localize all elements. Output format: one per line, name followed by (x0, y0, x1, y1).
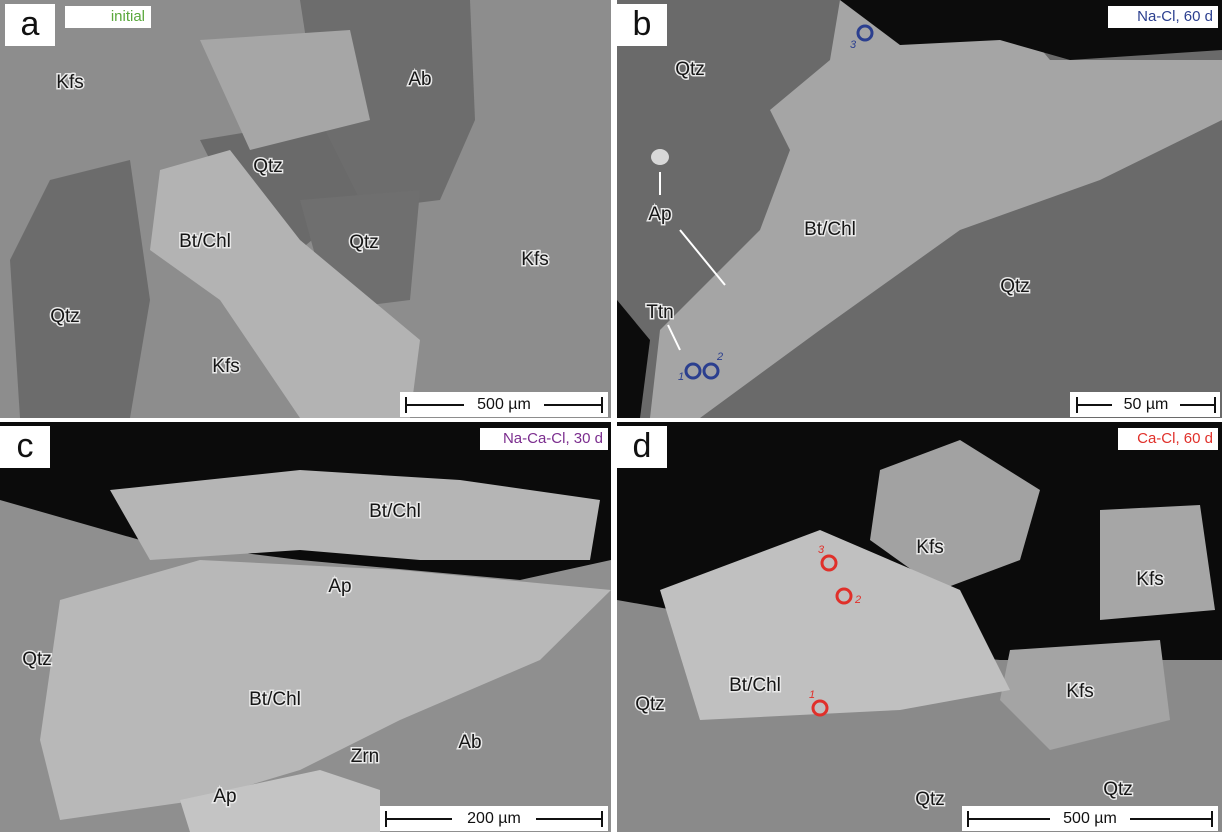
mineral-label: Qtz (349, 232, 379, 253)
condition-label: initial (111, 8, 145, 25)
mineral-label: Kfs (212, 356, 239, 377)
mineral-label: Qtz (22, 649, 52, 670)
mineral-label: Qtz (635, 694, 665, 715)
panel-b: b Na-Cl, 60 d Qtz Ap Bt/Chl Qtz Ttn 1 2 … (617, 0, 1222, 418)
mineral-label: Qtz (1000, 276, 1030, 297)
panel-letter: c (17, 427, 34, 465)
point-label: 1 (809, 689, 815, 701)
panel-c: c Na-Ca-Cl, 30 d Bt/Chl Ap Qtz Bt/Chl Ab… (0, 422, 611, 832)
mineral-label: Qtz (915, 789, 945, 810)
mineral-label: Bt/Chl (249, 689, 301, 710)
mineral-label: Bt/Chl (729, 675, 781, 696)
mineral-label: Bt/Chl (369, 501, 421, 522)
mineral-label: Zrn (351, 746, 380, 767)
point-label: 3 (818, 544, 825, 556)
point-label: 2 (716, 351, 723, 363)
panel-letter: d (633, 427, 652, 465)
point-label: 2 (854, 594, 861, 606)
panel-letter: b (633, 5, 652, 43)
mineral-label: Bt/Chl (804, 219, 856, 240)
condition-label: Na-Cl, 60 d (1137, 8, 1213, 25)
panel-d: d Ca-Cl, 60 d Kfs Kfs Bt/Chl Kfs Qtz Qtz… (617, 422, 1222, 832)
panel-a: a initial Kfs Ab Qtz Bt/Chl Qtz Kfs Qtz … (0, 0, 611, 418)
scale-bar-label: 200 µm (467, 810, 521, 827)
condition-label: Na-Ca-Cl, 30 d (503, 430, 603, 447)
mineral-label: Ap (213, 786, 236, 807)
condition-label: Ca-Cl, 60 d (1137, 430, 1213, 447)
mineral-label: Kfs (916, 537, 943, 558)
mineral-label: Ab (458, 732, 481, 753)
mineral-label: Qtz (50, 306, 80, 327)
mineral-label: Ttn (646, 302, 673, 323)
mineral-label: Kfs (1066, 681, 1093, 702)
mineral-label: Bt/Chl (179, 231, 231, 252)
mineral-label: Ap (648, 204, 671, 225)
scale-bar-label: 500 µm (1063, 810, 1117, 827)
mineral-label: Kfs (521, 249, 548, 270)
point-label: 3 (850, 39, 857, 51)
mineral-label: Qtz (253, 156, 283, 177)
mineral-label: Ap (328, 576, 351, 597)
mineral-label: Kfs (1136, 569, 1163, 590)
mineral-label: Qtz (675, 59, 705, 80)
scale-bar-label: 500 µm (477, 396, 531, 413)
mineral-label: Kfs (56, 72, 83, 93)
mineral-label: Qtz (1103, 779, 1133, 800)
mineral-label: Ab (408, 69, 431, 90)
point-label: 1 (678, 371, 684, 383)
scale-bar-label: 50 µm (1124, 396, 1169, 413)
figure: a initial Kfs Ab Qtz Bt/Chl Qtz Kfs Qtz … (0, 0, 1222, 832)
panel-letter: a (21, 5, 40, 43)
